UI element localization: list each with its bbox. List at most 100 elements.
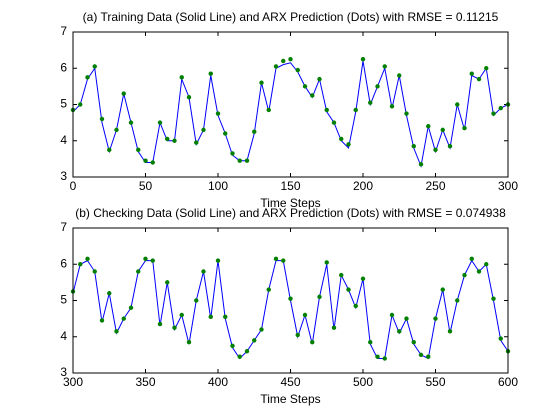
prediction-dot <box>339 136 344 142</box>
prediction-dot <box>78 102 83 107</box>
prediction-dot <box>462 125 467 131</box>
y-tick-label: 5 <box>60 293 67 307</box>
prediction-dot <box>368 339 373 345</box>
prediction-dot <box>157 120 163 125</box>
prediction-dot <box>440 287 445 292</box>
prediction-dot <box>172 138 177 143</box>
prediction-dot <box>484 262 489 267</box>
prediction-dot <box>114 127 119 133</box>
prediction-dot <box>418 352 424 358</box>
prediction-dot <box>404 316 409 321</box>
prediction-dot <box>208 71 213 76</box>
prediction-dot <box>194 140 199 145</box>
prediction-dot <box>237 158 242 163</box>
prediction-dot <box>165 136 170 142</box>
prediction-dot <box>281 258 286 263</box>
prediction-dot <box>469 71 474 76</box>
x-tick-label: 400 <box>208 375 228 389</box>
prediction-dot <box>397 329 402 334</box>
prediction-dot <box>107 147 112 153</box>
prediction-dot <box>382 356 387 361</box>
prediction-dot <box>346 142 351 147</box>
prediction-dot <box>150 258 155 263</box>
prediction-dot <box>317 294 322 300</box>
x-tick-label: 350 <box>135 375 155 389</box>
prediction-dot <box>476 269 482 274</box>
prediction-dot <box>455 298 460 303</box>
prediction-dot <box>99 116 105 122</box>
prediction-dot <box>295 332 300 338</box>
prediction-dot <box>92 64 97 69</box>
prediction-dot <box>310 93 315 98</box>
prediction-dot <box>186 95 192 100</box>
prediction-dot <box>484 66 489 71</box>
prediction-dot <box>78 262 83 267</box>
prediction-dot <box>418 162 424 167</box>
prediction-dot <box>302 312 308 318</box>
chart-title: (b) Checking Data (Solid Line) and ARX P… <box>75 206 506 220</box>
prediction-dot <box>498 105 503 111</box>
prediction-dot <box>433 316 438 321</box>
prediction-dot <box>136 147 141 153</box>
x-tick-label: 50 <box>139 179 153 193</box>
prediction-dot <box>324 107 329 113</box>
prediction-dot <box>136 269 141 274</box>
prediction-dot <box>455 102 460 107</box>
prediction-dot <box>223 314 228 320</box>
prediction-dot <box>223 131 228 136</box>
prediction-dot <box>179 312 184 318</box>
x-tick-label: 150 <box>280 179 300 193</box>
prediction-dot <box>476 76 482 82</box>
prediction-dot <box>498 336 503 341</box>
prediction-dot <box>331 325 337 330</box>
prediction-dot <box>389 312 395 318</box>
prediction-dot <box>339 272 344 278</box>
prediction-dot <box>375 354 380 359</box>
prediction-dot <box>353 303 358 309</box>
chart-title: (a) Training Data (Solid Line) and ARX P… <box>83 10 499 24</box>
prediction-dot <box>92 269 97 274</box>
prediction-dot <box>317 76 322 82</box>
prediction-dot <box>440 127 445 133</box>
prediction-dot <box>143 158 148 163</box>
prediction-dot <box>121 316 126 321</box>
prediction-dot <box>491 111 496 116</box>
prediction-dot <box>252 129 257 134</box>
x-tick-label: 200 <box>353 179 373 193</box>
prediction-dot <box>128 120 134 125</box>
prediction-dot <box>389 104 395 109</box>
prediction-dot <box>469 256 474 262</box>
prediction-dot <box>447 143 453 149</box>
prediction-dot <box>360 56 366 62</box>
prediction-dot <box>201 127 206 133</box>
y-tick-label: 6 <box>60 60 67 74</box>
prediction-dot <box>99 318 105 323</box>
x-tick-label: 0 <box>70 179 77 193</box>
prediction-dot <box>324 260 329 265</box>
y-tick-label: 5 <box>60 97 67 111</box>
prediction-dot <box>179 75 184 80</box>
x-tick-label: 300 <box>63 375 83 389</box>
prediction-dot <box>491 296 496 301</box>
y-tick-label: 6 <box>60 256 67 270</box>
prediction-dot <box>194 298 199 303</box>
x-tick-label: 500 <box>353 375 373 389</box>
prediction-dot <box>230 343 235 349</box>
prediction-dot <box>143 256 148 262</box>
prediction-dot <box>273 64 279 69</box>
prediction-dot <box>230 151 235 156</box>
prediction-dot <box>288 296 293 301</box>
prediction-dot <box>244 158 250 163</box>
prediction-dot <box>288 56 293 62</box>
x-tick-label: 100 <box>208 179 228 193</box>
prediction-dot <box>266 107 271 113</box>
prediction-dot <box>426 354 431 359</box>
prediction-dot <box>397 73 402 78</box>
prediction-dot <box>150 160 155 165</box>
prediction-dot <box>114 329 119 334</box>
prediction-dot <box>404 111 409 116</box>
prediction-dot <box>201 269 206 274</box>
x-tick-label: 300 <box>498 179 518 193</box>
prediction-dot <box>215 258 221 263</box>
